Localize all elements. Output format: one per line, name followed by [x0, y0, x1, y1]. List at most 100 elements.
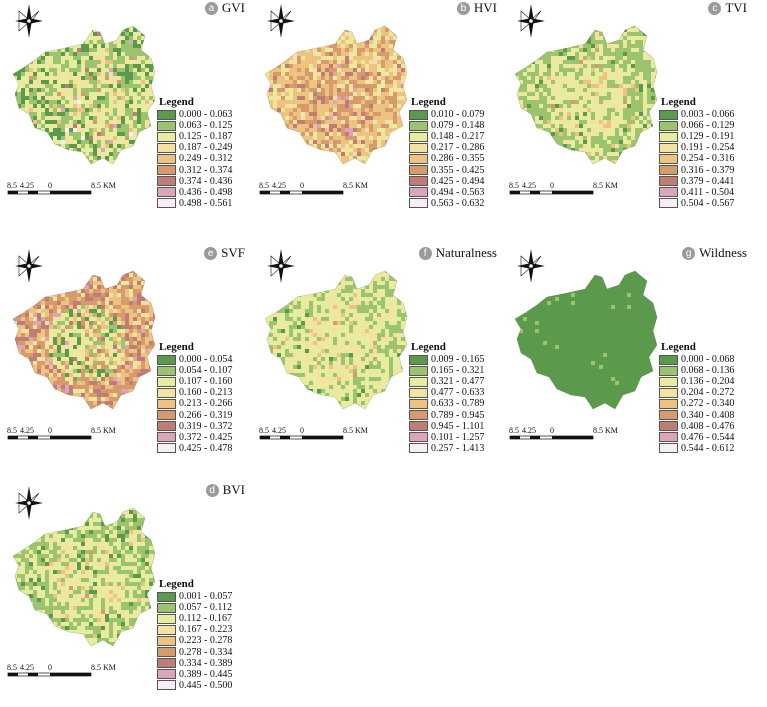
legend-swatch	[409, 388, 428, 398]
legend-item: 0.187 - 0.249	[157, 142, 232, 153]
legend-range-label: 0.286 - 0.355	[431, 153, 484, 164]
panel-letter-badge: e	[204, 247, 217, 260]
legend-range-label: 0.068 - 0.136	[681, 365, 734, 376]
legend-item: 0.316 - 0.379	[659, 164, 734, 175]
legend-item: 0.054 - 0.107	[157, 365, 232, 376]
legend-range-label: 0.057 - 0.112	[179, 602, 232, 613]
scale-label: 8.5 KM	[343, 181, 368, 190]
scale-label: 4.25	[522, 426, 536, 435]
legend-range-label: 0.187 - 0.249	[179, 142, 232, 153]
legend-range-label: 0.379 - 0.441	[681, 176, 734, 187]
legend-item: 0.160 - 0.213	[157, 387, 232, 398]
legend-swatch	[659, 154, 678, 164]
legend-range-label: 0.000 - 0.063	[179, 109, 232, 120]
scale-label: 8.5 KM	[91, 181, 116, 190]
legend-item: 0.204 - 0.272	[659, 387, 734, 398]
panel-letter-badge: f	[419, 247, 432, 260]
legend-swatch	[409, 132, 428, 142]
legend-range-label: 0.425 - 0.494	[431, 176, 484, 187]
legend-swatch	[157, 355, 176, 365]
legend-range-label: 0.445 - 0.500	[179, 680, 232, 691]
legend-range-label: 0.563 - 0.632	[431, 198, 484, 209]
legend-range-label: 0.165 - 0.321	[431, 365, 484, 376]
panel-letter-badge: a	[205, 2, 218, 15]
legend-swatch	[157, 603, 176, 613]
legend-range-label: 0.063 - 0.125	[179, 120, 232, 131]
legend-range-label: 0.425 - 0.478	[179, 443, 232, 454]
legend-swatch	[157, 121, 176, 131]
legend-swatch	[659, 132, 678, 142]
legend-swatch	[409, 121, 428, 131]
legend-range-label: 0.010 - 0.079	[431, 109, 484, 120]
legend-range-label: 0.079 - 0.148	[431, 120, 484, 131]
legend-range-label: 0.340 - 0.408	[681, 410, 734, 421]
legend-swatch	[409, 143, 428, 153]
legend-range-label: 0.217 - 0.286	[431, 142, 484, 153]
legend-range-label: 0.003 - 0.066	[681, 109, 734, 120]
north-arrow-compass-icon	[265, 247, 297, 285]
legend-range-label: 0.272 - 0.340	[681, 398, 734, 409]
legend-item: 0.107 - 0.160	[157, 376, 232, 387]
legend-swatch	[157, 388, 176, 398]
legend-range-label: 0.213 - 0.266	[179, 398, 232, 409]
north-arrow-compass-icon	[13, 484, 45, 522]
legend-swatch	[659, 121, 678, 131]
scale-label: 8.5	[259, 181, 269, 190]
legend-swatch	[157, 143, 176, 153]
legend-range-label: 0.312 - 0.374	[179, 165, 232, 176]
legend-range-label: 0.544 - 0.612	[681, 443, 734, 454]
legend-range-label: 0.476 - 0.544	[681, 432, 734, 443]
legend-item: 0.633 - 0.789	[409, 398, 484, 409]
legend-item: 0.000 - 0.063	[157, 109, 232, 120]
legend-range-label: 0.101 - 1.257	[431, 432, 484, 443]
legend-range-label: 0.278 - 0.334	[179, 647, 232, 658]
legend-range-label: 0.355 - 0.425	[431, 165, 484, 176]
legend-item: 0.009 - 0.165	[409, 354, 484, 365]
panel-title-text: HVI	[474, 0, 497, 15]
legend-swatch	[157, 366, 176, 376]
legend-swatch	[409, 410, 428, 420]
legend-swatch	[157, 636, 176, 646]
legend-item: 0.213 - 0.266	[157, 398, 232, 409]
legend-swatch	[659, 410, 678, 420]
legend-item: 0.321 - 0.477	[409, 376, 484, 387]
legend-swatch	[157, 614, 176, 624]
legend-swatch	[157, 132, 176, 142]
legend-range-label: 0.129 - 0.191	[681, 131, 734, 142]
panel-letter-badge: c	[708, 2, 721, 15]
legend-swatch	[409, 165, 428, 175]
legend-range-label: 0.204 - 0.272	[681, 387, 734, 398]
legend-range-label: 0.372 - 0.425	[179, 432, 232, 443]
legend-range-label: 0.477 - 0.633	[431, 387, 484, 398]
legend-range-label: 0.504 - 0.567	[681, 198, 734, 209]
scale-label: 8.5 KM	[91, 426, 116, 435]
legend-item: 0.112 - 0.167	[157, 613, 232, 624]
legend-range-label: 0.107 - 0.160	[179, 376, 232, 387]
legend-item: 0.001 - 0.057	[157, 591, 232, 602]
legend-range-label: 0.167 - 0.223	[179, 624, 232, 635]
legend-item: 0.312 - 0.374	[157, 164, 232, 175]
legend-item: 0.057 - 0.112	[157, 602, 232, 613]
legend-range-label: 0.436 - 0.498	[179, 187, 232, 198]
scale-label: 8.5 KM	[91, 663, 116, 672]
legend-item: 0.223 - 0.278	[157, 635, 232, 646]
legend-heading: Legend	[661, 341, 734, 353]
legend-range-label: 0.254 - 0.316	[681, 153, 734, 164]
panel-title-text: SVF	[221, 245, 245, 260]
legend-heading: Legend	[159, 96, 232, 108]
legend-range-label: 0.321 - 0.477	[431, 376, 484, 387]
legend-item: 0.136 - 0.204	[659, 376, 734, 387]
north-arrow-compass-icon	[515, 2, 547, 40]
legend-range-label: 0.191 - 0.254	[681, 142, 734, 153]
legend-range-label: 0.316 - 0.379	[681, 165, 734, 176]
legend-range-label: 0.160 - 0.213	[179, 387, 232, 398]
